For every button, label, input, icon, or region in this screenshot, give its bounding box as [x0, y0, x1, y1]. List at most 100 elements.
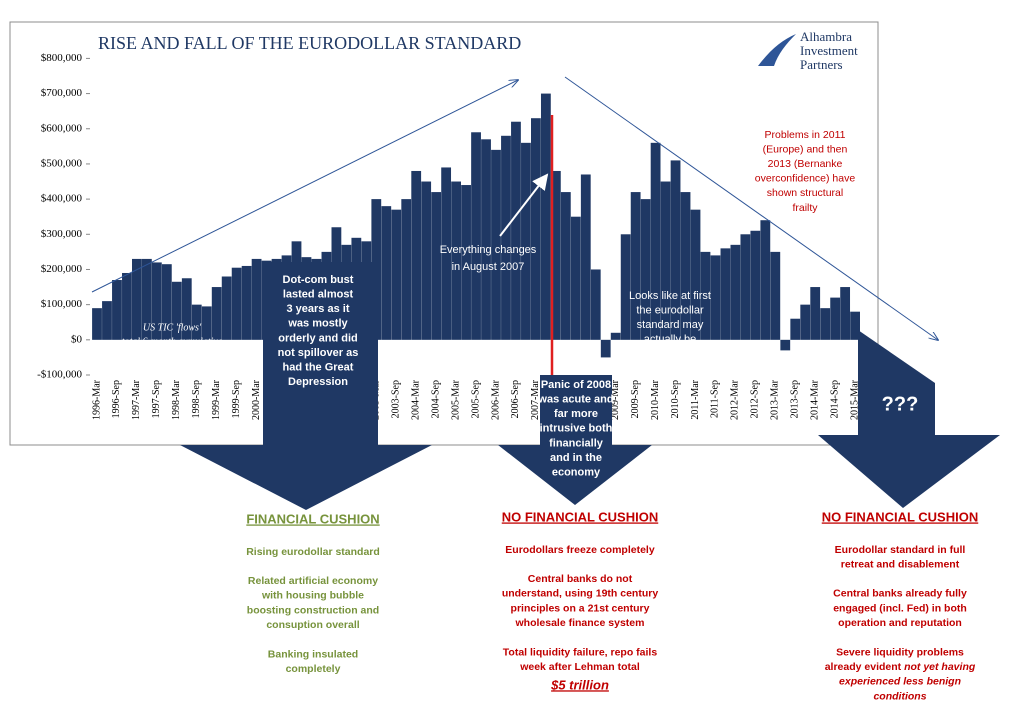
panel-heading: FINANCIAL CUSHION [246, 511, 379, 526]
panel-text: boosting construction and [247, 604, 379, 616]
bar [540, 93, 551, 340]
bar [730, 244, 741, 340]
panel-text: Rising eurodollar standard [246, 546, 380, 558]
annotation: total 6-month cumulative [122, 336, 223, 347]
chart-title: RISE AND FALL OF THE EURODOLLAR STANDARD [98, 33, 521, 53]
bar [531, 118, 541, 340]
annotation: millions of $s [145, 364, 199, 375]
annotation: orderly and did [278, 332, 357, 344]
panel-text: Eurodollars freeze completely [505, 544, 655, 556]
annotation: intrusive both [540, 423, 613, 435]
annotation: the eurodollar [636, 304, 704, 316]
panel-text: principles on a 21st century [511, 602, 650, 614]
x-tick-label: 2015-Mar [849, 379, 860, 420]
bar [491, 149, 501, 340]
x-tick-label: 2000-Mar [251, 379, 262, 420]
x-tick-label: 2007-Mar [530, 379, 541, 420]
y-tick-label: $800,000 [41, 52, 83, 64]
x-tick-label: 2009-Sep [630, 380, 641, 418]
annotation: Panic of 2008 [541, 379, 611, 391]
bar [710, 255, 721, 340]
x-tick-label: 1996-Mar [91, 379, 102, 420]
bar [381, 206, 392, 340]
bar [760, 220, 771, 340]
bar [501, 135, 511, 340]
bar [570, 216, 581, 340]
big-arrow [180, 262, 432, 510]
bar [830, 297, 841, 340]
annotation: frailty [792, 202, 818, 214]
y-tick-label: -$100,000 [37, 369, 82, 381]
bar [181, 278, 192, 340]
x-tick-label: 2013-Sep [790, 380, 801, 418]
panel-text: engaged (incl. Fed) in both [833, 602, 967, 614]
bar [191, 304, 202, 340]
annotation: Everything changes [440, 244, 537, 256]
panel-heading: NO FINANCIAL CUSHION [822, 509, 978, 524]
bar [680, 192, 691, 340]
annotation: (Europe) and then [763, 143, 848, 155]
panel-text: week after Lehman total [519, 661, 640, 673]
x-tick-label: 2011-Sep [710, 380, 721, 418]
x-tick-label: 2003-Sep [391, 380, 402, 418]
annotation: Looks like at first [629, 290, 711, 302]
bar [511, 121, 521, 340]
panel-text: completely [286, 663, 341, 675]
bar [670, 160, 681, 340]
annotation: Depression [288, 376, 348, 388]
y-tick-label: $200,000 [41, 263, 83, 275]
annotation: standard may [637, 319, 704, 331]
x-tick-label: 2011-Mar [690, 379, 701, 419]
annotation: economy [552, 467, 601, 479]
panel-text: wholesale finance system [515, 617, 645, 629]
x-tick-label: 2004-Sep [430, 380, 441, 418]
annotation: US TIC 'flows' [143, 322, 202, 333]
y-tick-label: $700,000 [41, 87, 83, 99]
panel-text: Banking insulated [268, 648, 358, 660]
bar [820, 308, 831, 340]
logo-mark [758, 34, 796, 66]
x-tick-label: 2005-Sep [470, 380, 481, 418]
annotation: shown structural [767, 187, 843, 199]
bar [112, 280, 122, 340]
annotation: was mostly [287, 318, 348, 330]
panel-text: understand, using 19th century [502, 588, 659, 600]
bar [421, 181, 432, 340]
bar [720, 248, 731, 340]
y-tick-label: $100,000 [41, 298, 83, 310]
panel-text: consuption overall [266, 619, 359, 631]
x-tick-label: 2006-Mar [490, 379, 501, 420]
bar [780, 339, 791, 351]
bar [471, 132, 481, 340]
bar [750, 230, 761, 340]
panel-text: operation and reputation [838, 617, 962, 629]
bar [590, 269, 601, 340]
annotation: salvagable [644, 348, 697, 360]
bar [481, 139, 491, 340]
bar [800, 304, 811, 340]
bar [790, 318, 801, 340]
panel-text: conditions [873, 690, 926, 702]
bar [92, 308, 102, 340]
annotation: not spillover as [278, 347, 359, 359]
annotation: actually be [644, 333, 697, 345]
y-tick-label: $400,000 [41, 193, 83, 205]
bar [690, 209, 701, 340]
annotation: 3 years as it [287, 303, 350, 315]
bar [221, 276, 232, 340]
annotation: financially [549, 437, 604, 449]
annotation: and in the [550, 452, 602, 464]
x-tick-label: 2005-Mar [450, 379, 461, 420]
x-tick-label: 1999-Sep [231, 380, 242, 418]
bar [122, 272, 132, 340]
x-tick-label: 1997-Mar [131, 379, 142, 420]
pointer-arrow [499, 173, 549, 237]
big-arrow [818, 330, 1000, 508]
bar [560, 192, 571, 340]
x-tick-label: 1999-Mar [211, 379, 222, 420]
logo-text: Investment [800, 43, 858, 58]
panel-text: Severe liquidity problems [836, 646, 964, 658]
bar [211, 287, 222, 340]
annotation: overconfidence) have [755, 173, 856, 185]
